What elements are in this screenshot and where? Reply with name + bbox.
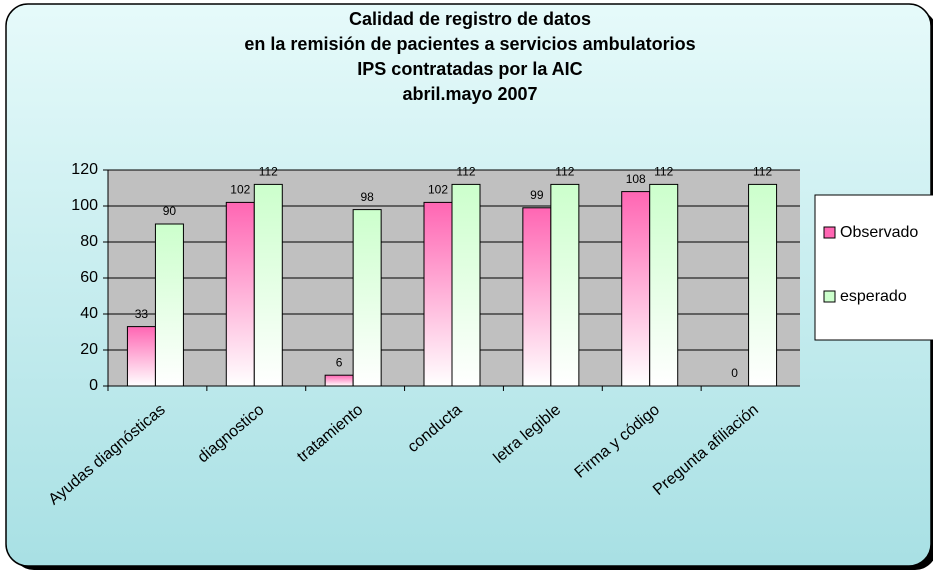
value-label: 90: [163, 204, 177, 218]
chart-title: en la remisión de pacientes a servicios …: [244, 34, 695, 54]
bar: [423, 201, 453, 387]
value-label: 0: [731, 366, 738, 380]
legend: [814, 194, 933, 341]
legend-swatch: [823, 290, 836, 303]
bar: [451, 183, 481, 387]
bar: [154, 223, 184, 387]
value-label: 112: [456, 165, 475, 179]
chart-title: Calidad de registro de datos: [349, 9, 591, 29]
chart-title: IPS contratadas por la AIC: [357, 59, 582, 79]
bar: [649, 183, 679, 387]
bar: [126, 326, 156, 387]
value-label: 102: [230, 183, 250, 197]
value-label: 98: [360, 190, 374, 204]
bar: [253, 183, 283, 387]
y-tick-label: 120: [71, 161, 98, 178]
bar: [324, 374, 354, 387]
y-tick-label: 20: [80, 341, 98, 358]
bar: [748, 183, 778, 387]
y-tick-label: 60: [80, 269, 98, 286]
value-label: 112: [259, 165, 278, 179]
value-label: 112: [654, 165, 673, 179]
bar: [522, 207, 552, 387]
value-label: 33: [135, 307, 149, 321]
legend-label: esperado: [840, 288, 907, 305]
value-label: 6: [336, 355, 343, 369]
value-label: 99: [530, 188, 544, 202]
value-label: 112: [753, 165, 772, 179]
legend-label: Observado: [840, 224, 918, 241]
value-label: 102: [428, 183, 448, 197]
y-tick-label: 100: [71, 197, 98, 214]
legend-swatch: [823, 226, 836, 239]
bar: [621, 191, 651, 387]
y-tick-label: 40: [80, 305, 98, 322]
bar: [550, 183, 580, 387]
value-label: 112: [555, 165, 574, 179]
y-tick-label: 0: [89, 377, 98, 394]
value-label: 108: [626, 172, 646, 186]
y-tick-label: 80: [80, 233, 98, 250]
bar: [225, 201, 255, 387]
chart-title: abril.mayo 2007: [402, 84, 537, 104]
bar: [352, 209, 382, 387]
